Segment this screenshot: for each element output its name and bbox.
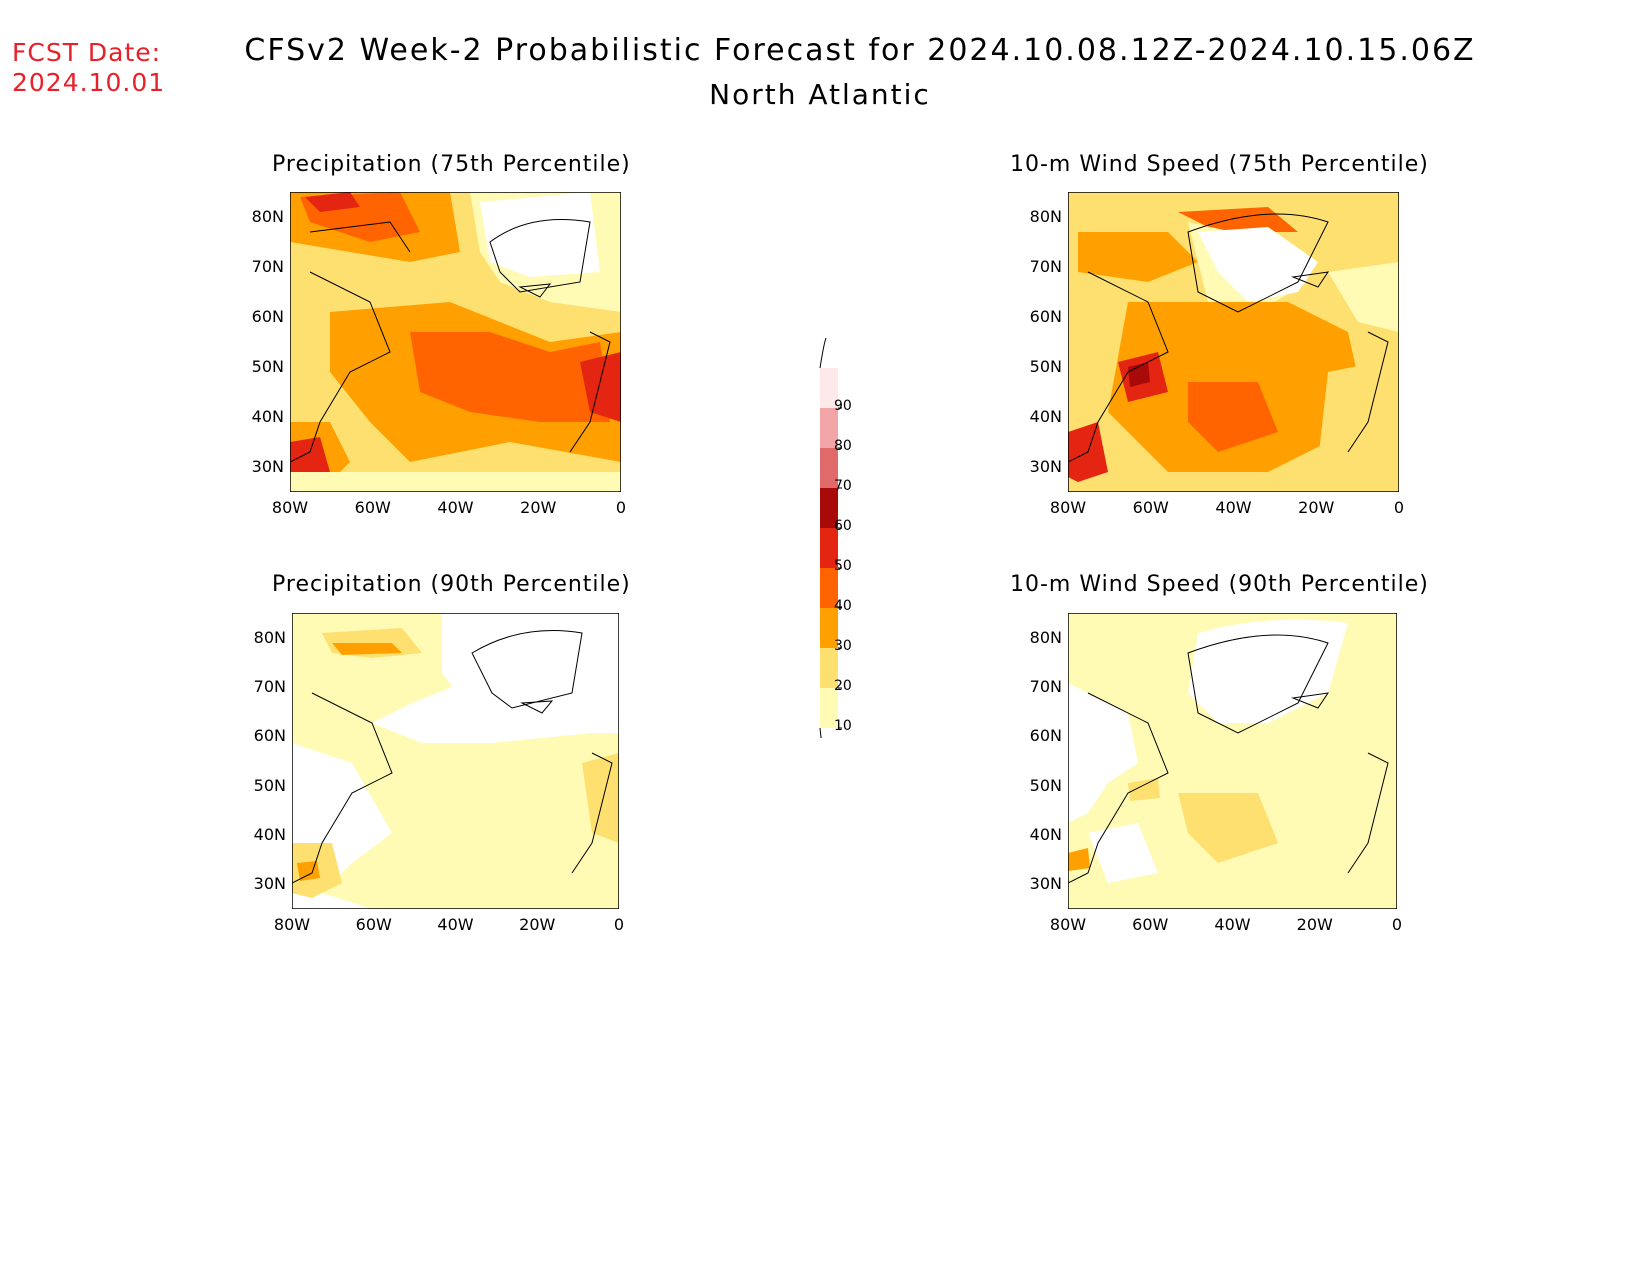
panel-title-precip-75: Precipitation (75th Percentile): [272, 152, 631, 177]
legend-label: 70: [834, 478, 852, 494]
legend-swatch: [820, 408, 838, 448]
lon-label: 80W: [271, 498, 309, 517]
lon-label: 40W: [437, 498, 474, 517]
fcst-date-block: FCST Date: 2024.10.01: [12, 38, 165, 98]
lat-label: 40N: [1029, 407, 1062, 426]
lon-label: 0: [1393, 498, 1405, 517]
lon-label: 20W: [1296, 915, 1333, 934]
lat-label: 80N: [1029, 627, 1062, 647]
legend-swatch: [820, 648, 838, 688]
lat-label: 80N: [1029, 207, 1062, 226]
lon-label: 20W: [519, 915, 556, 934]
lat-label: 30N: [253, 874, 286, 894]
lon-label: 0: [615, 498, 627, 517]
legend-swatch: [820, 448, 838, 488]
lon-label: 0: [613, 915, 625, 934]
lat-label: 60N: [1029, 726, 1062, 746]
lat-label: 80N: [253, 627, 286, 647]
map-wind-90: [1068, 613, 1397, 909]
lat-label: 50N: [251, 357, 284, 376]
lon-label: 40W: [437, 915, 474, 934]
lat-label: 50N: [1029, 775, 1062, 795]
legend-label: 80: [834, 438, 852, 454]
lon-label: 80W: [1049, 915, 1087, 934]
lat-label: 70N: [1029, 677, 1062, 696]
legend-label: 30: [834, 638, 852, 654]
panel-title-wind-75: 10-m Wind Speed (75th Percentile): [1010, 152, 1429, 177]
lat-label: 60N: [253, 726, 286, 746]
lon-label: 60W: [354, 498, 391, 517]
legend-label: 60: [834, 518, 852, 534]
lon-label: 60W: [1132, 915, 1169, 934]
fcst-date-label: FCST Date:: [12, 38, 162, 67]
lon-label: 80W: [273, 915, 311, 934]
legend-swatch: [820, 568, 838, 608]
map-precip-75: [290, 192, 621, 492]
lat-label: 70N: [251, 257, 284, 276]
legend-swatch: [820, 528, 838, 568]
legend-label: 10: [834, 718, 852, 734]
lat-label: 30N: [1029, 457, 1062, 476]
lon-label: 40W: [1214, 915, 1251, 934]
lat-label: 70N: [1029, 257, 1062, 276]
legend-swatch: [820, 608, 838, 648]
lat-label: 30N: [1029, 874, 1062, 894]
fcst-date-value: 2024.10.01: [12, 68, 166, 97]
legend-swatch: [820, 488, 838, 528]
region-subtitle: North Atlantic: [709, 78, 931, 111]
map-precip-90: [292, 613, 619, 909]
legend-end-arrows: [819, 338, 827, 738]
lat-label: 40N: [1029, 825, 1062, 844]
legend-label: 20: [834, 678, 852, 694]
legend-label: 50: [834, 558, 852, 574]
color-legend: [819, 338, 842, 738]
lat-label: 60N: [1029, 307, 1062, 326]
main-title: CFSv2 Week-2 Probabilistic Forecast for …: [0, 33, 1560, 68]
lon-label: 60W: [355, 915, 392, 934]
lat-label: 50N: [1029, 357, 1062, 376]
legend-label: 90: [834, 398, 852, 414]
lon-label: 20W: [1298, 498, 1335, 517]
lat-label: 40N: [251, 407, 284, 426]
lat-label: 60N: [251, 307, 284, 326]
lat-label: 40N: [253, 825, 286, 844]
lat-label: 30N: [251, 457, 284, 476]
lon-label: 80W: [1049, 498, 1087, 517]
panel-title-precip-90: Precipitation (90th Percentile): [272, 572, 631, 597]
map-wind-75: [1068, 192, 1399, 492]
lon-label: 40W: [1215, 498, 1252, 517]
main-title-text: CFSv2 Week-2 Probabilistic Forecast for …: [244, 33, 1476, 68]
lon-label: 0: [1391, 915, 1403, 934]
lat-label: 50N: [253, 775, 286, 795]
panel-title-wind-90: 10-m Wind Speed (90th Percentile): [1010, 572, 1429, 597]
lat-label: 70N: [253, 677, 286, 696]
legend-label: 40: [834, 598, 852, 614]
lon-label: 60W: [1132, 498, 1169, 517]
legend-swatch: [820, 368, 838, 408]
lat-label: 80N: [251, 207, 284, 226]
lon-label: 20W: [520, 498, 557, 517]
legend-swatch: [820, 688, 838, 728]
